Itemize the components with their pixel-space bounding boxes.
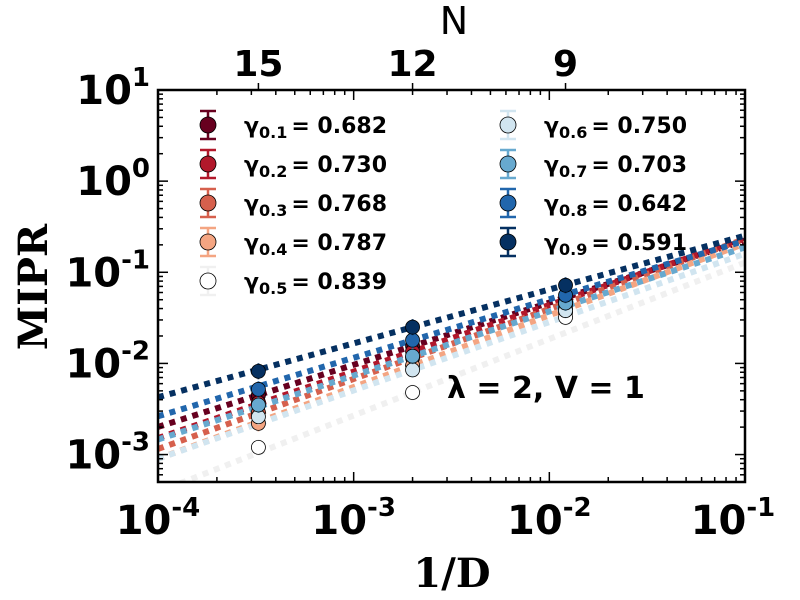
legend-item: γ0.4 = 0.787: [199, 226, 387, 259]
fit-line: [158, 250, 745, 462]
legend-label: γ0.3 = 0.768: [244, 192, 387, 220]
legend-item: γ0.1 = 0.682: [199, 109, 387, 142]
data-point: [405, 385, 420, 400]
data-point: [405, 362, 420, 378]
legend-marker: [499, 233, 517, 251]
fit-line: [158, 240, 745, 462]
legend-marker: [199, 116, 217, 134]
legend-label: γ0.5 = 0.839: [244, 270, 387, 298]
data-point: [405, 348, 420, 364]
legend-label: γ0.4 = 0.787: [244, 231, 387, 259]
x-tick-label: 10-1: [691, 493, 776, 544]
legend-marker: [199, 272, 217, 290]
fit-line: [175, 259, 745, 482]
y-tick-label: 10-3: [65, 428, 150, 479]
y-tick-label: 10-2: [65, 336, 150, 387]
legend-item: γ0.7 = 0.703: [499, 148, 687, 181]
axis-ticks: [157, 83, 746, 483]
data-point: [251, 381, 266, 397]
legend-marker: [199, 233, 217, 251]
data-point: [405, 319, 420, 335]
legend-marker: [499, 116, 517, 134]
legend-marker: [199, 194, 217, 212]
y-axis-title: MIPR: [10, 223, 57, 350]
y-tick-labels: 10-3 10-2 10-1 100 101: [65, 63, 150, 479]
x-axis-title: 1/D: [413, 550, 490, 597]
x-tick-labels: 10-4 10-3 10-2 10-1: [116, 493, 776, 544]
legend-marker: [199, 155, 217, 173]
x-tick-label: 10-4: [116, 493, 201, 544]
legend-item: γ0.3 = 0.768: [199, 187, 387, 220]
legend-label: γ0.6 = 0.750: [544, 114, 687, 142]
data-point: [251, 397, 266, 413]
y-tick-label: 100: [76, 154, 150, 205]
data-point: [558, 277, 573, 293]
legend-marker: [499, 155, 517, 173]
x-tick-label: 10-2: [507, 493, 592, 544]
x-tick-label: 10-3: [311, 493, 396, 544]
legend-item: γ0.9 = 0.591: [499, 226, 687, 259]
data-markers: [251, 277, 573, 456]
y-tick-label: 10-1: [65, 245, 150, 296]
top-axis-title: N: [440, 0, 468, 43]
legend-item: γ0.2 = 0.730: [199, 148, 387, 181]
data-point: [405, 332, 420, 348]
legend-label: γ0.2 = 0.730: [244, 153, 387, 181]
legend: γ0.1 = 0.682 γ0.2 = 0.730 γ0.3 = 0.768 γ0.4 = 0…: [199, 109, 687, 298]
top-tick-label: 12: [388, 44, 438, 85]
legend-label: γ0.8 = 0.642: [544, 192, 687, 220]
y-tick-label: 101: [76, 63, 150, 114]
top-tick-labels: 15 12 9: [233, 44, 578, 85]
data-point: [251, 439, 266, 455]
legend-marker: [499, 194, 517, 212]
legend-item: γ0.5 = 0.839: [199, 265, 387, 298]
legend-item: γ0.6 = 0.750: [499, 109, 687, 142]
legend-item: γ0.8 = 0.642: [499, 187, 687, 220]
top-tick-label: 15: [233, 44, 283, 85]
fit-line: [158, 236, 745, 452]
data-point: [251, 363, 266, 379]
top-tick-label: 9: [553, 44, 578, 85]
legend-label: γ0.1 = 0.682: [244, 114, 387, 142]
legend-label: γ0.7 = 0.703: [544, 153, 687, 181]
annotation-text: λ = 2, V = 1: [447, 371, 645, 406]
legend-label: γ0.9 = 0.591: [544, 231, 687, 259]
